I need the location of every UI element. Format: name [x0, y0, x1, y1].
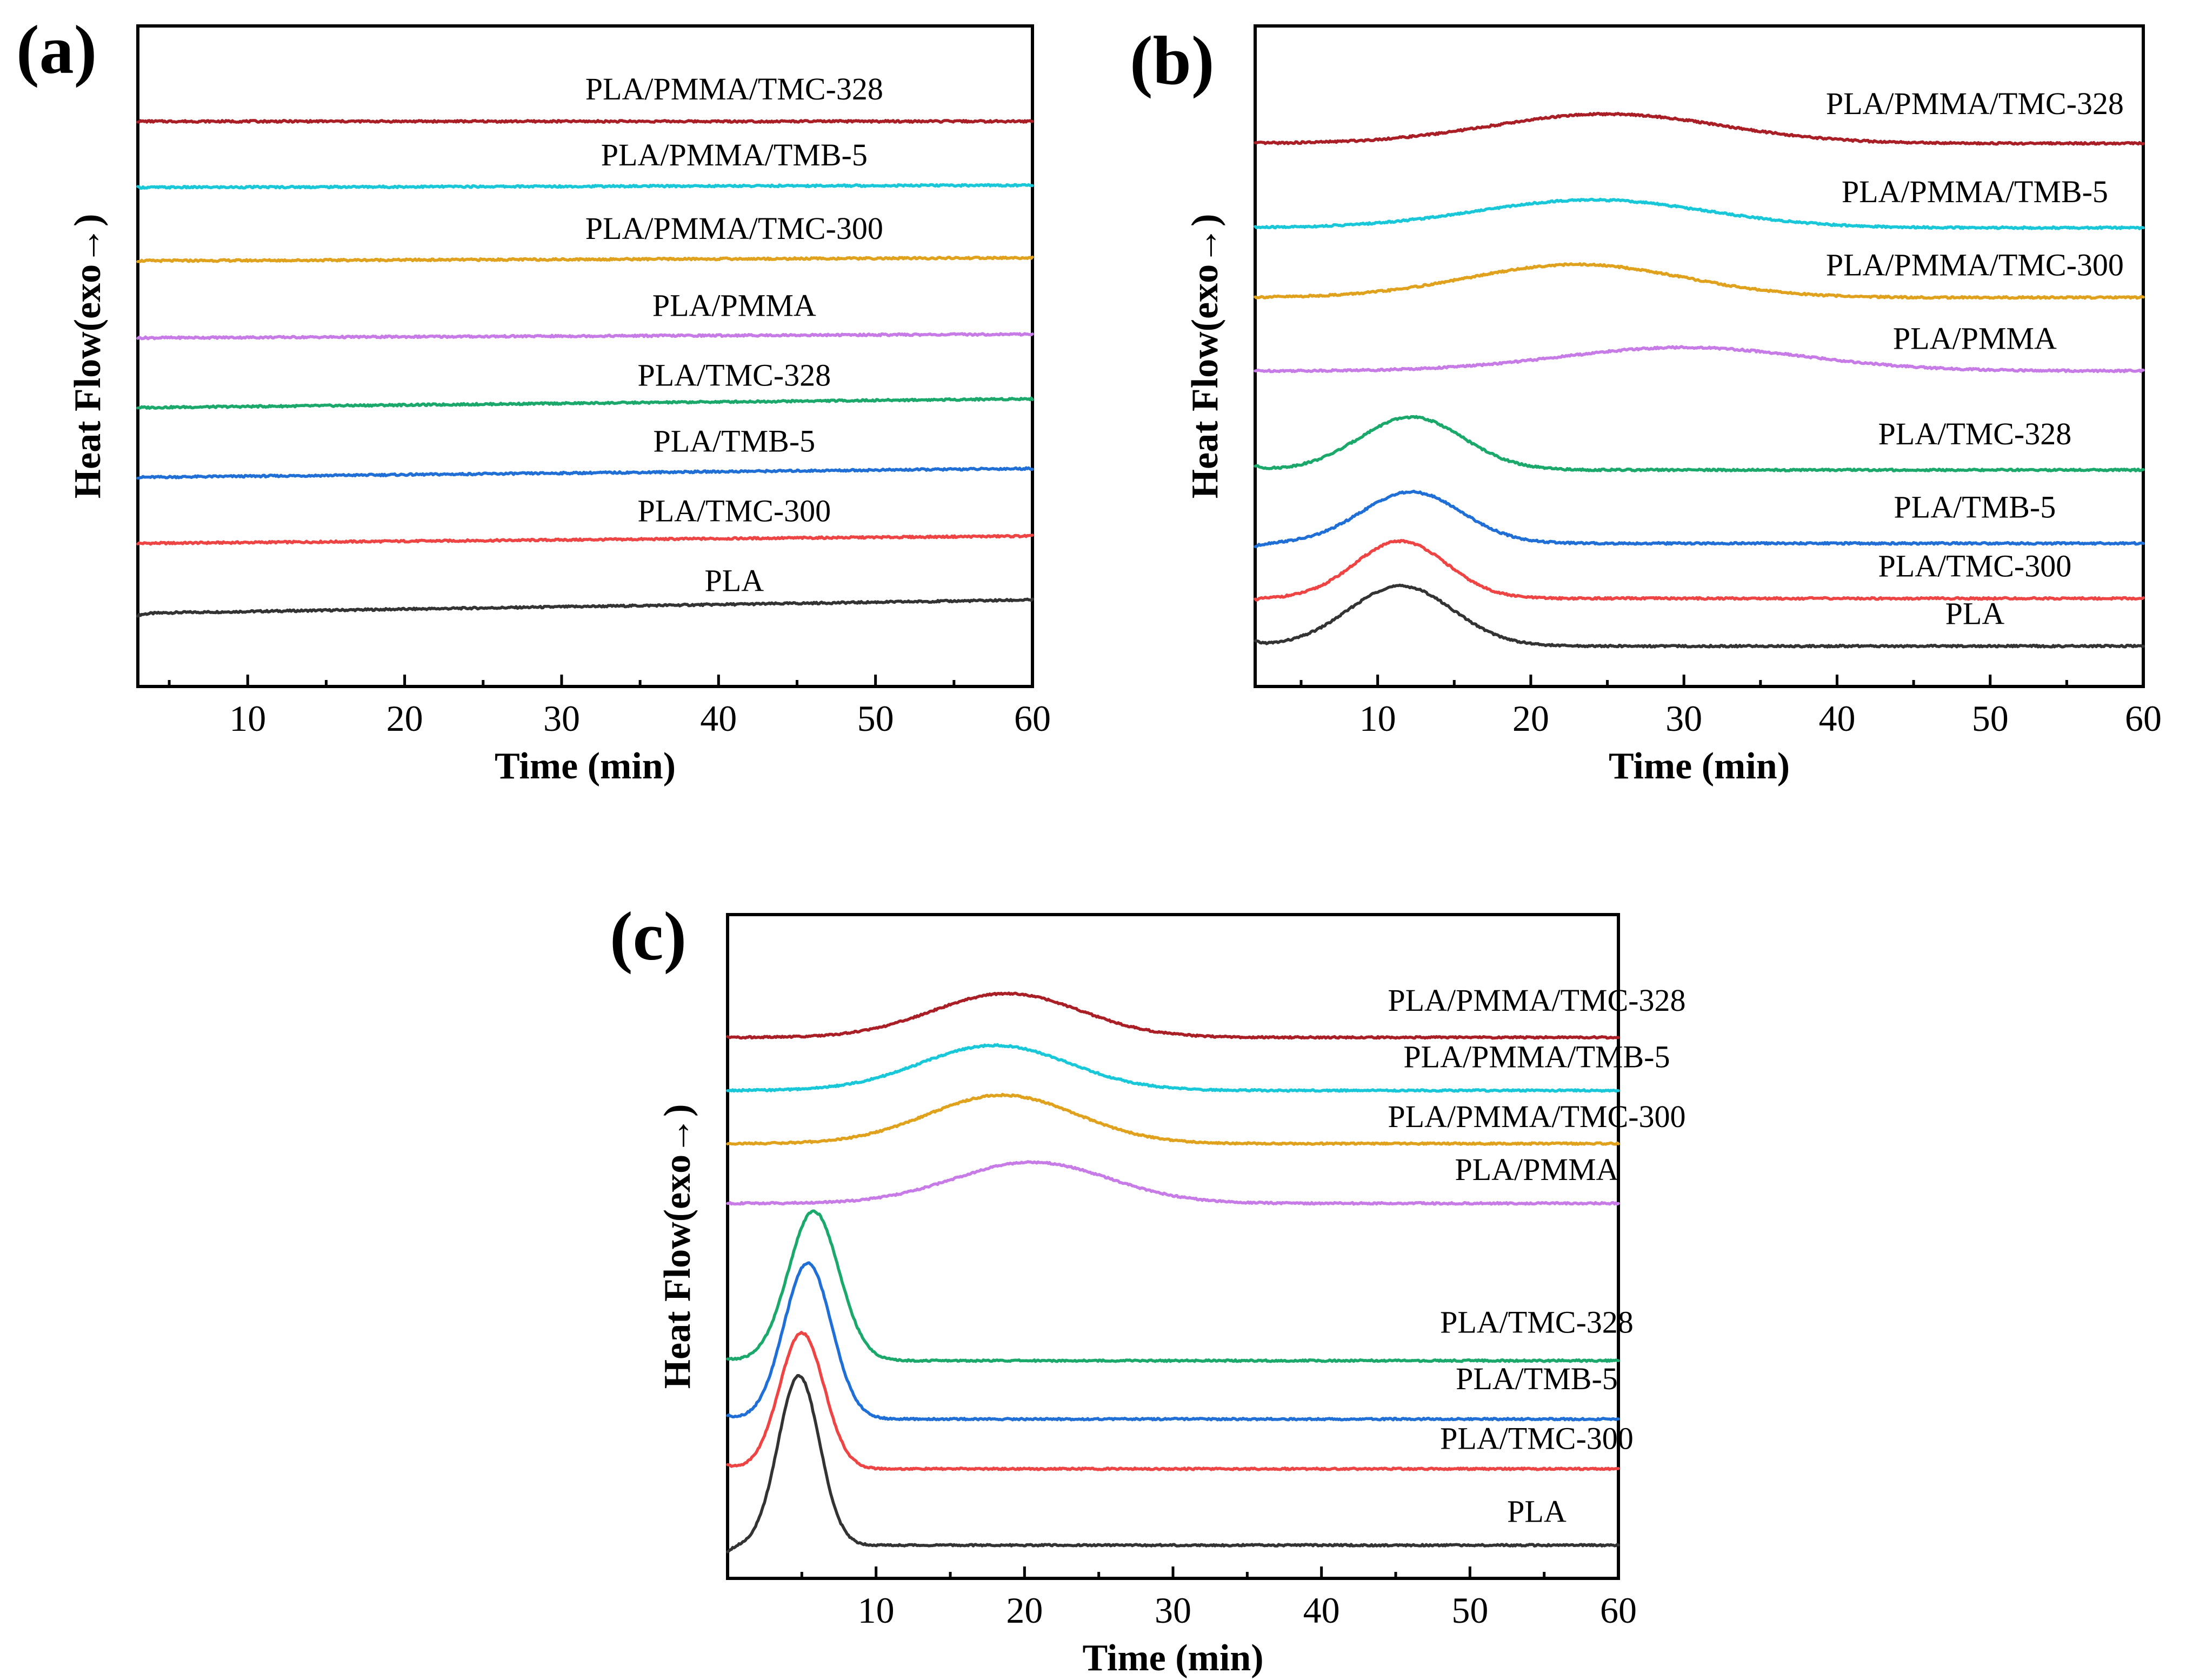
- panel-c-curve-pla-pmma: [726, 1160, 1620, 1206]
- panel-b-xtick-label-40: 40: [1818, 698, 1855, 739]
- panel-a-curve-pla-pmma-tmc-300: [136, 255, 1034, 263]
- panel-a-series-label-pla-pmma-tmc-300: PLA/PMMA/TMC-300: [585, 211, 883, 246]
- panel-b-series-label-pla: PLA: [1945, 596, 2005, 631]
- panel-a-xlabel: Time (min): [495, 745, 676, 787]
- panel-b-curve-pla-pmma-tmc-300: [1254, 262, 2145, 300]
- panel-b-curve-pla-tmc-328: [1254, 415, 2145, 472]
- panel-a-curve-pla-tmc-328: [136, 396, 1034, 410]
- panel-c-series-label-pla-tmc-300: PLA/TMC-300: [1440, 1421, 1634, 1456]
- panel-c-xtick-label-30: 30: [1155, 1590, 1191, 1631]
- panel-c-curve-pla: [726, 1374, 1620, 1554]
- panel-a-series-label-pla-tmb-5: PLA/TMB-5: [653, 424, 815, 459]
- panel-a-series-label-pla-tmc-300: PLA/TMC-300: [637, 494, 831, 529]
- panel-a-curve-pla-tmc-300: [136, 534, 1034, 546]
- panel-a-curve-pla-pmma: [136, 332, 1034, 341]
- panel-b-series-label-pla-pmma-tmc-300: PLA/PMMA/TMC-300: [1826, 248, 2124, 283]
- panel-a-xtick-label-20: 20: [386, 698, 423, 739]
- panel-b-series-label-pla-pmma-tmb-5: PLA/PMMA/TMB-5: [1842, 174, 2108, 209]
- panel-c-curve-pla-pmma-tmb-5: [726, 1043, 1620, 1093]
- panel-b-curve-pla: [1254, 583, 2145, 649]
- panel-a-series-label-pla-tmc-328: PLA/TMC-328: [637, 357, 831, 392]
- panel-a-curve-pla-pmma-tmb-5: [136, 183, 1034, 190]
- panel-c-series-label-pla-tmb-5: PLA/TMB-5: [1456, 1361, 1618, 1396]
- panel-c-xtick-label-60: 60: [1600, 1590, 1637, 1631]
- panel-a-ylabel: Heat Flow(exo→): [67, 214, 109, 499]
- panel-b-curve-pla-tmb-5: [1254, 489, 2145, 549]
- panel-b: (b) 10 20 30 40 50 60 Time (min) Heat Flow(exo→)…: [1130, 22, 2162, 787]
- panel-c-xtick-label-50: 50: [1451, 1590, 1488, 1631]
- panel-c-curve-pla-pmma-tmc-300: [726, 1092, 1620, 1146]
- panel-b-curve-pla-pmma-tmc-328: [1254, 111, 2145, 146]
- panel-b-xtick-label-50: 50: [1972, 698, 2009, 739]
- panel-c-letter: (c): [610, 898, 687, 975]
- panel-a: (a) 10 20 30 40 50 60 Time (min) Heat Flow(exo→)…: [16, 11, 1051, 787]
- panel-c-curve-pla-tmc-328: [726, 1209, 1620, 1363]
- panel-c-xtick-label-10: 10: [858, 1590, 895, 1631]
- panel-a-series-label-pla-pmma: PLA/PMMA: [652, 288, 816, 323]
- panel-b-curve-pla-tmc-300: [1254, 539, 2145, 602]
- panel-a-xtick-label-50: 50: [857, 698, 894, 739]
- panel-c-ylabel: Heat Flow(exo→): [657, 1104, 698, 1389]
- panel-c-series-label-pla-pmma: PLA/PMMA: [1455, 1152, 1618, 1187]
- panel-a-series-label-pla-pmma-tmb-5: PLA/PMMA/TMB-5: [601, 137, 868, 172]
- panel-c-curve-pla-tmb-5: [726, 1261, 1620, 1422]
- panel-a-series-label-pla-pmma-tmc-328: PLA/PMMA/TMC-328: [585, 71, 883, 106]
- panel-b-series-label-pla-pmma: PLA/PMMA: [1893, 321, 2057, 356]
- panel-b-axes-frame: [1254, 24, 2145, 688]
- panel-c-xlabel: Time (min): [1082, 1637, 1263, 1679]
- panel-c-series-label-pla-tmc-328: PLA/TMC-328: [1440, 1305, 1634, 1340]
- panel-c-xtick-label-20: 20: [1006, 1590, 1043, 1631]
- panel-c-series-label-pla-pmma-tmc-328: PLA/PMMA/TMC-328: [1388, 983, 1685, 1018]
- panel-b-letter: (b): [1130, 22, 1214, 99]
- panel-b-series-label-pla-tmc-300: PLA/TMC-300: [1878, 548, 2072, 583]
- panel-a-xtick-label-10: 10: [229, 698, 266, 739]
- panel-a-curve-pla-tmb-5: [136, 466, 1034, 480]
- panel-a-xtick-label-40: 40: [700, 698, 737, 739]
- panel-c-series-label-pla: PLA: [1507, 1494, 1567, 1529]
- panel-b-curve-pla-pmma: [1254, 345, 2145, 374]
- panel-a-xtick-label-60: 60: [1014, 698, 1051, 739]
- panel-b-xtick-label-10: 10: [1359, 698, 1396, 739]
- panel-b-xlabel: Time (min): [1609, 745, 1790, 787]
- panel-b-xtick-label-20: 20: [1512, 698, 1549, 739]
- panel-a-xtick-label-30: 30: [543, 698, 580, 739]
- panel-b-ylabel: Heat Flow(exo→): [1184, 214, 1226, 499]
- panel-c-curve-pla-pmma-tmc-328: [726, 991, 1620, 1040]
- panel-a-letter: (a): [16, 11, 97, 88]
- panel-a-curve-pla-pmma-tmc-328: [136, 119, 1034, 124]
- panel-a-curve-pla: [136, 597, 1034, 618]
- panel-b-series-label-pla-tmc-328: PLA/TMC-328: [1878, 416, 2072, 451]
- panel-b-xtick-label-60: 60: [2125, 698, 2162, 739]
- panel-c: (c) 10 20 30 40 50 60 Time (min) Heat Flow(exo→)…: [610, 898, 1685, 1679]
- panel-b-curve-pla-pmma-tmb-5: [1254, 197, 2145, 230]
- panel-b-series-label-pla-pmma-tmc-328: PLA/PMMA/TMC-328: [1826, 86, 2124, 121]
- panel-a-axes-frame: [136, 24, 1034, 688]
- panel-c-series-label-pla-pmma-tmb-5: PLA/PMMA/TMB-5: [1403, 1039, 1670, 1074]
- panel-c-series-label-pla-pmma-tmc-300: PLA/PMMA/TMC-300: [1388, 1099, 1685, 1134]
- panel-c-xtick-label-40: 40: [1303, 1590, 1340, 1631]
- panel-c-curve-pla-tmc-300: [726, 1331, 1620, 1471]
- panel-b-series-label-pla-tmb-5: PLA/TMB-5: [1894, 490, 2056, 525]
- panel-a-series-label-pla: PLA: [705, 563, 764, 598]
- panel-b-xtick-label-30: 30: [1665, 698, 1702, 739]
